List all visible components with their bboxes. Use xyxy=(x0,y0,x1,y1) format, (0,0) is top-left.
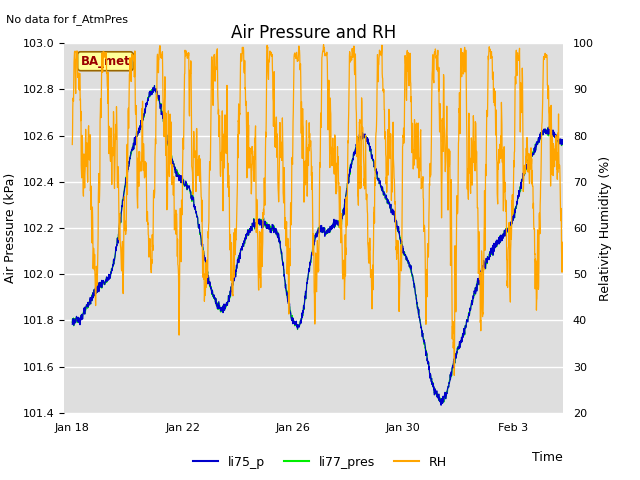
Y-axis label: Air Pressure (kPa): Air Pressure (kPa) xyxy=(4,173,17,283)
Legend: li75_p, li77_pres, RH: li75_p, li77_pres, RH xyxy=(188,451,452,474)
Title: Air Pressure and RH: Air Pressure and RH xyxy=(231,24,396,42)
Y-axis label: Relativity Humidity (%): Relativity Humidity (%) xyxy=(600,156,612,300)
Text: No data for f_AtmPres: No data for f_AtmPres xyxy=(6,14,129,25)
Text: BA_met: BA_met xyxy=(81,55,131,68)
Text: Time: Time xyxy=(532,451,563,464)
